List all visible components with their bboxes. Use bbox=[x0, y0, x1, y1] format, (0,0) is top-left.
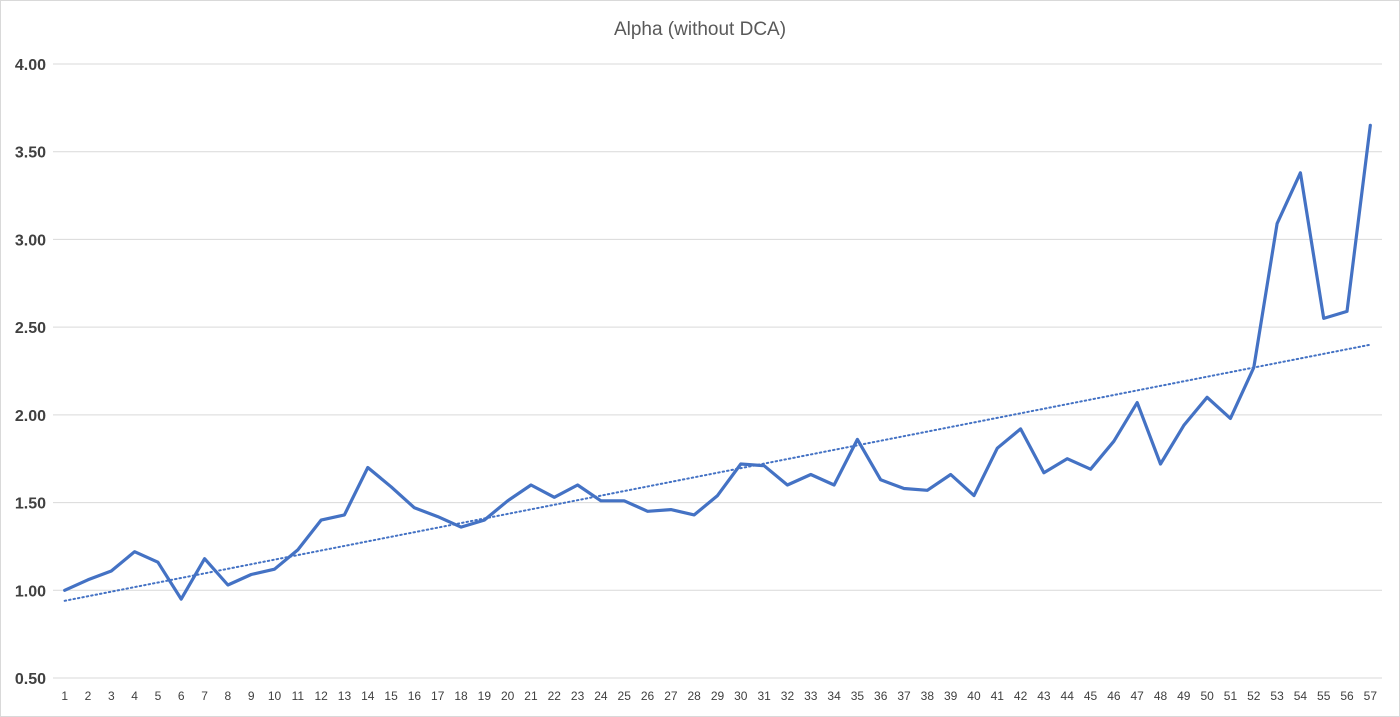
x-tick-label: 28 bbox=[688, 689, 702, 703]
x-tick-label: 54 bbox=[1294, 689, 1308, 703]
y-axis-tick-labels: 0.50 1.00 1.50 2.00 2.50 3.00 3.50 4.00 bbox=[15, 57, 46, 688]
x-tick-label: 3 bbox=[108, 689, 115, 703]
y-tick-label: 0.50 bbox=[15, 671, 46, 688]
x-tick-label: 49 bbox=[1177, 689, 1191, 703]
x-tick-label: 8 bbox=[225, 689, 232, 703]
x-tick-label: 11 bbox=[292, 689, 305, 703]
x-tick-label: 42 bbox=[1014, 689, 1028, 703]
x-tick-label: 46 bbox=[1107, 689, 1121, 703]
x-tick-label: 47 bbox=[1131, 689, 1145, 703]
x-tick-label: 14 bbox=[361, 689, 375, 703]
y-tick-label: 3.50 bbox=[15, 145, 46, 162]
chart-title: Alpha (without DCA) bbox=[614, 19, 786, 40]
x-tick-label: 48 bbox=[1154, 689, 1168, 703]
x-tick-label: 27 bbox=[664, 689, 678, 703]
x-tick-label: 16 bbox=[408, 689, 422, 703]
x-tick-label: 31 bbox=[757, 689, 771, 703]
x-tick-label: 6 bbox=[178, 689, 185, 703]
x-tick-label: 43 bbox=[1037, 689, 1051, 703]
x-tick-label: 41 bbox=[991, 689, 1005, 703]
x-tick-label: 33 bbox=[804, 689, 818, 703]
x-tick-label: 24 bbox=[594, 689, 608, 703]
series-line bbox=[63, 123, 1372, 601]
x-tick-label: 9 bbox=[248, 689, 255, 703]
y-tick-label: 1.50 bbox=[15, 496, 46, 513]
x-tick-label: 38 bbox=[921, 689, 935, 703]
x-tick-label: 35 bbox=[851, 689, 865, 703]
x-tick-label: 13 bbox=[338, 689, 352, 703]
y-tick-label: 3.00 bbox=[15, 232, 46, 249]
x-tick-label: 40 bbox=[967, 689, 981, 703]
x-axis-tick-labels: 1 2 3 4 5 6 7 8 9 10 11 12 13 14 15 16 17 18 19 20 21 22 23 24 2… bbox=[61, 689, 1377, 703]
x-tick-label: 34 bbox=[827, 689, 841, 703]
x-tick-label: 20 bbox=[501, 689, 515, 703]
x-tick-label: 12 bbox=[314, 689, 328, 703]
x-tick-label: 21 bbox=[524, 689, 538, 703]
y-tick-label: 2.00 bbox=[15, 408, 46, 425]
x-tick-label: 52 bbox=[1247, 689, 1261, 703]
series-group bbox=[63, 123, 1372, 602]
x-tick-label: 56 bbox=[1340, 689, 1354, 703]
x-tick-label: 57 bbox=[1364, 689, 1378, 703]
x-tick-label: 55 bbox=[1317, 689, 1331, 703]
x-tick-label: 18 bbox=[454, 689, 468, 703]
x-tick-label: 45 bbox=[1084, 689, 1098, 703]
y-tick-label: 2.50 bbox=[15, 320, 46, 337]
x-tick-label: 36 bbox=[874, 689, 888, 703]
x-tick-label: 4 bbox=[131, 689, 138, 703]
y-tick-label: 4.00 bbox=[15, 57, 46, 74]
x-tick-label: 7 bbox=[201, 689, 208, 703]
x-tick-label: 22 bbox=[548, 689, 562, 703]
x-tick-label: 25 bbox=[618, 689, 632, 703]
x-tick-label: 2 bbox=[85, 689, 92, 703]
x-tick-label: 44 bbox=[1061, 689, 1075, 703]
x-tick-label: 30 bbox=[734, 689, 748, 703]
x-tick-label: 5 bbox=[155, 689, 162, 703]
x-tick-label: 37 bbox=[897, 689, 911, 703]
x-tick-label: 15 bbox=[384, 689, 398, 703]
x-tick-label: 51 bbox=[1224, 689, 1238, 703]
x-tick-label: 39 bbox=[944, 689, 958, 703]
x-tick-label: 32 bbox=[781, 689, 795, 703]
x-tick-label: 26 bbox=[641, 689, 655, 703]
x-tick-label: 19 bbox=[478, 689, 492, 703]
x-tick-label: 50 bbox=[1200, 689, 1214, 703]
x-tick-label: 29 bbox=[711, 689, 725, 703]
x-tick-label: 53 bbox=[1270, 689, 1284, 703]
y-tick-label: 1.00 bbox=[15, 583, 46, 600]
x-tick-label: 1 bbox=[61, 689, 68, 703]
gridlines bbox=[53, 63, 1382, 679]
trendline bbox=[63, 343, 1372, 602]
x-tick-label: 23 bbox=[571, 689, 585, 703]
x-tick-label: 10 bbox=[268, 689, 282, 703]
x-tick-label: 17 bbox=[431, 689, 445, 703]
